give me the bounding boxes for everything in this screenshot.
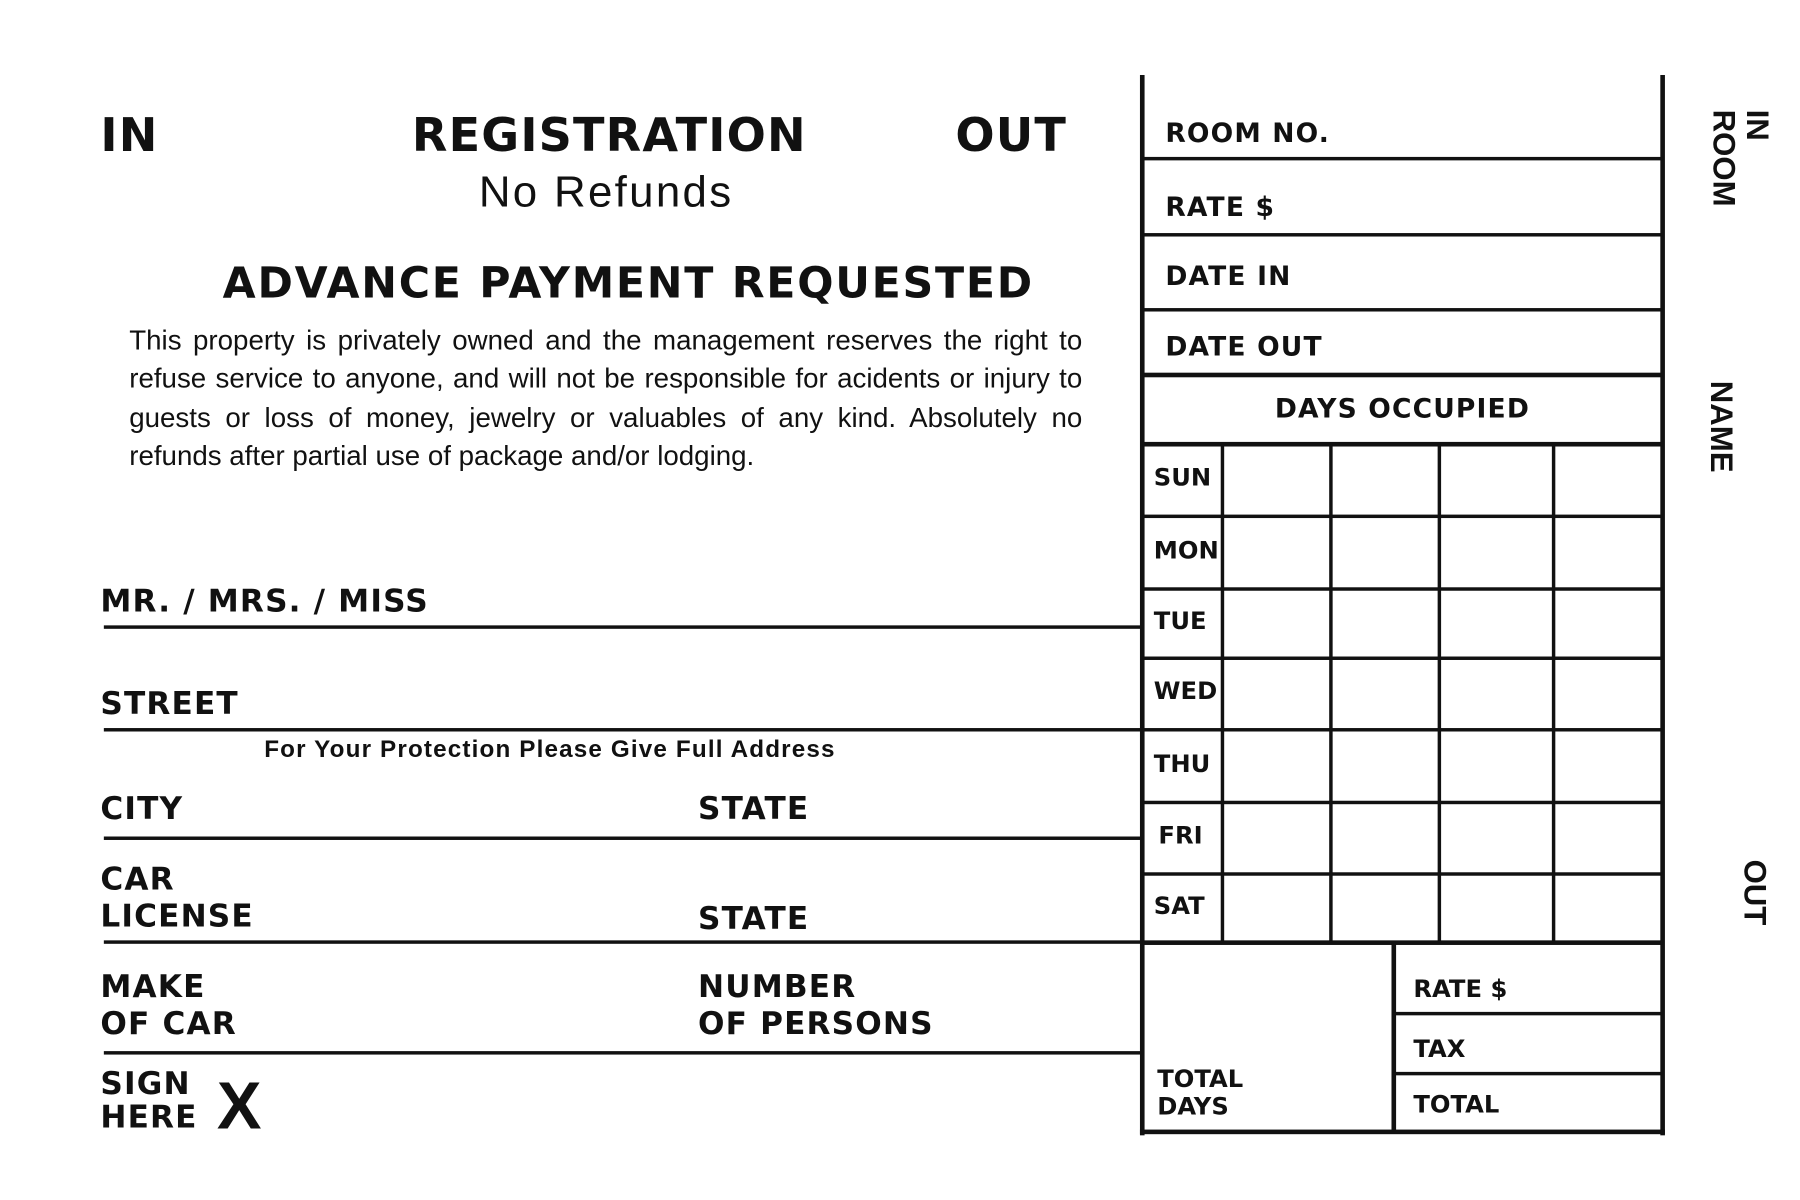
city-line[interactable] <box>103 836 1143 840</box>
day-cell[interactable] <box>1224 660 1329 728</box>
sign-label-1: SIGN <box>100 1066 191 1102</box>
day-cell[interactable] <box>1333 591 1438 657</box>
day-cell[interactable] <box>1224 876 1329 942</box>
divider <box>1391 942 1397 1134</box>
table-bottom-border <box>1139 1129 1665 1135</box>
divider <box>1142 800 1663 805</box>
days-occupied-label: DAYS OCCUPIED <box>1274 394 1531 425</box>
stub-out: OUT <box>1737 859 1773 926</box>
out-label: OUT <box>955 109 1068 163</box>
room-no-label: ROOM NO. <box>1165 118 1331 149</box>
day-cell[interactable] <box>1333 732 1438 801</box>
tax-label: TAX <box>1413 1034 1466 1063</box>
rate-total-label: RATE $ <box>1413 974 1508 1003</box>
day-label-mon: MON <box>1153 535 1219 564</box>
day-cell[interactable] <box>1333 804 1438 872</box>
make-line[interactable] <box>103 1051 1143 1055</box>
day-label-sun: SUN <box>1153 463 1212 492</box>
stub-name: NAME <box>1704 380 1739 473</box>
name-label: MR. / MRS. / MISS <box>100 583 429 620</box>
divider <box>1142 156 1663 161</box>
day-label-tue: TUE <box>1153 606 1207 635</box>
day-cell[interactable] <box>1333 876 1438 942</box>
divider <box>1142 656 1663 660</box>
day-cell[interactable] <box>1224 804 1329 872</box>
day-label-fri: FRI <box>1158 821 1203 850</box>
day-label-sat: SAT <box>1153 891 1205 920</box>
day-cell[interactable] <box>1555 876 1660 942</box>
divider <box>1142 372 1663 378</box>
table-left-border <box>1139 74 1145 1136</box>
notice-text: This property is privately owned and the… <box>129 325 1083 472</box>
day-label-thu: THU <box>1153 749 1211 778</box>
street-note: For Your Protection Please Give Full Add… <box>264 736 836 763</box>
divider <box>1142 308 1663 312</box>
day-cell[interactable] <box>1333 447 1438 515</box>
day-cell[interactable] <box>1555 518 1660 587</box>
street-label: STREET <box>100 686 239 723</box>
persons-label-1: NUMBER <box>698 969 857 1005</box>
rate-label: RATE $ <box>1165 192 1276 223</box>
day-cell[interactable] <box>1555 660 1660 728</box>
street-line[interactable] <box>103 728 1143 732</box>
sign-label-2: HERE <box>100 1099 198 1136</box>
divider <box>1551 444 1556 943</box>
divider <box>1142 587 1663 591</box>
no-refunds: No Refunds <box>478 168 734 217</box>
day-cell[interactable] <box>1441 447 1552 515</box>
divider <box>1142 233 1663 237</box>
total-label: TOTAL <box>1413 1090 1500 1119</box>
day-cell[interactable] <box>1441 732 1552 801</box>
day-cell[interactable] <box>1441 518 1552 587</box>
day-cell[interactable] <box>1224 518 1329 587</box>
total-days-label-2: DAYS <box>1157 1092 1229 1121</box>
day-cell[interactable] <box>1441 660 1552 728</box>
divider <box>1142 940 1663 945</box>
divider <box>1142 514 1663 519</box>
date-in-label: DATE IN <box>1165 261 1292 292</box>
table-right-border <box>1660 74 1665 1136</box>
divider <box>1437 444 1442 943</box>
day-cell[interactable] <box>1333 518 1438 587</box>
day-cell[interactable] <box>1441 876 1552 942</box>
divider <box>1220 444 1225 943</box>
divider <box>1142 441 1663 447</box>
divider <box>1393 1071 1663 1076</box>
day-cell[interactable] <box>1555 447 1660 515</box>
day-cell[interactable] <box>1555 732 1660 801</box>
divider <box>1142 872 1663 876</box>
sign-here-mark[interactable]: X <box>216 1068 262 1144</box>
stub-in-room: IN ROOM <box>1706 109 1775 207</box>
day-label-wed: WED <box>1153 677 1218 705</box>
day-cell[interactable] <box>1555 804 1660 872</box>
form-title: REGISTRATION <box>411 109 807 163</box>
total-days-label-1: TOTAL <box>1157 1064 1244 1093</box>
car-license-label-1: CAR <box>100 861 175 898</box>
day-cell[interactable] <box>1333 660 1438 728</box>
in-label: IN <box>100 109 159 163</box>
day-cell[interactable] <box>1555 591 1660 657</box>
day-cell[interactable] <box>1441 591 1552 657</box>
day-cell[interactable] <box>1224 732 1329 801</box>
day-cell[interactable] <box>1441 804 1552 872</box>
make-label-1: MAKE <box>100 969 206 1005</box>
notice-heading: ADVANCE PAYMENT REQUESTED <box>222 258 1034 309</box>
state-label: STATE <box>698 791 810 828</box>
divider <box>1393 1011 1663 1016</box>
day-cell[interactable] <box>1224 591 1329 657</box>
persons-label-2: OF PERSONS <box>698 1006 934 1042</box>
divider <box>1329 444 1333 943</box>
city-label: CITY <box>100 791 184 828</box>
car-license-label-2: LICENSE <box>100 898 254 935</box>
car-license-line[interactable] <box>103 940 1143 944</box>
divider <box>1142 728 1663 732</box>
make-label-2: OF CAR <box>100 1006 237 1042</box>
day-cell[interactable] <box>1224 447 1329 515</box>
car-state-label: STATE <box>698 901 810 937</box>
date-out-label: DATE OUT <box>1165 332 1323 363</box>
name-line[interactable] <box>103 625 1143 629</box>
